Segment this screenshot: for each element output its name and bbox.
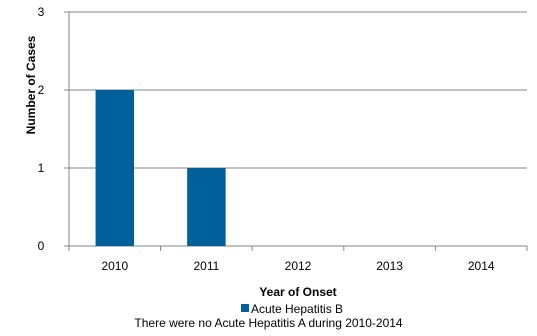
legend: Acute Hepatitis B [241,302,343,316]
x-tick-label: 2012 [285,259,312,273]
y-tick-label: 0 [38,239,45,253]
x-tick-label: 2013 [376,259,403,273]
legend-swatch [241,304,249,312]
x-axis-title: Year of Onset [259,285,336,299]
legend-label: Acute Hepatitis B [251,302,343,316]
y-tick-label: 1 [38,161,45,175]
bar [95,90,135,246]
x-tick-label: 2014 [468,259,495,273]
x-tick-labels: 2010 2011 2012 2013 2014 [101,259,494,273]
axes [64,11,528,251]
bars [95,90,226,246]
bar [187,168,226,246]
gridlines [69,11,527,169]
y-tick-labels: 0 1 2 3 [38,5,45,253]
y-tick-label: 2 [38,83,45,97]
y-axis-title: Number of Cases [24,35,38,134]
x-tick-label: 2010 [101,259,128,273]
footnote: There were no Acute Hepatitis A during 2… [134,316,403,330]
x-tick-label: 2011 [193,259,219,273]
y-tick-label: 3 [38,5,45,19]
